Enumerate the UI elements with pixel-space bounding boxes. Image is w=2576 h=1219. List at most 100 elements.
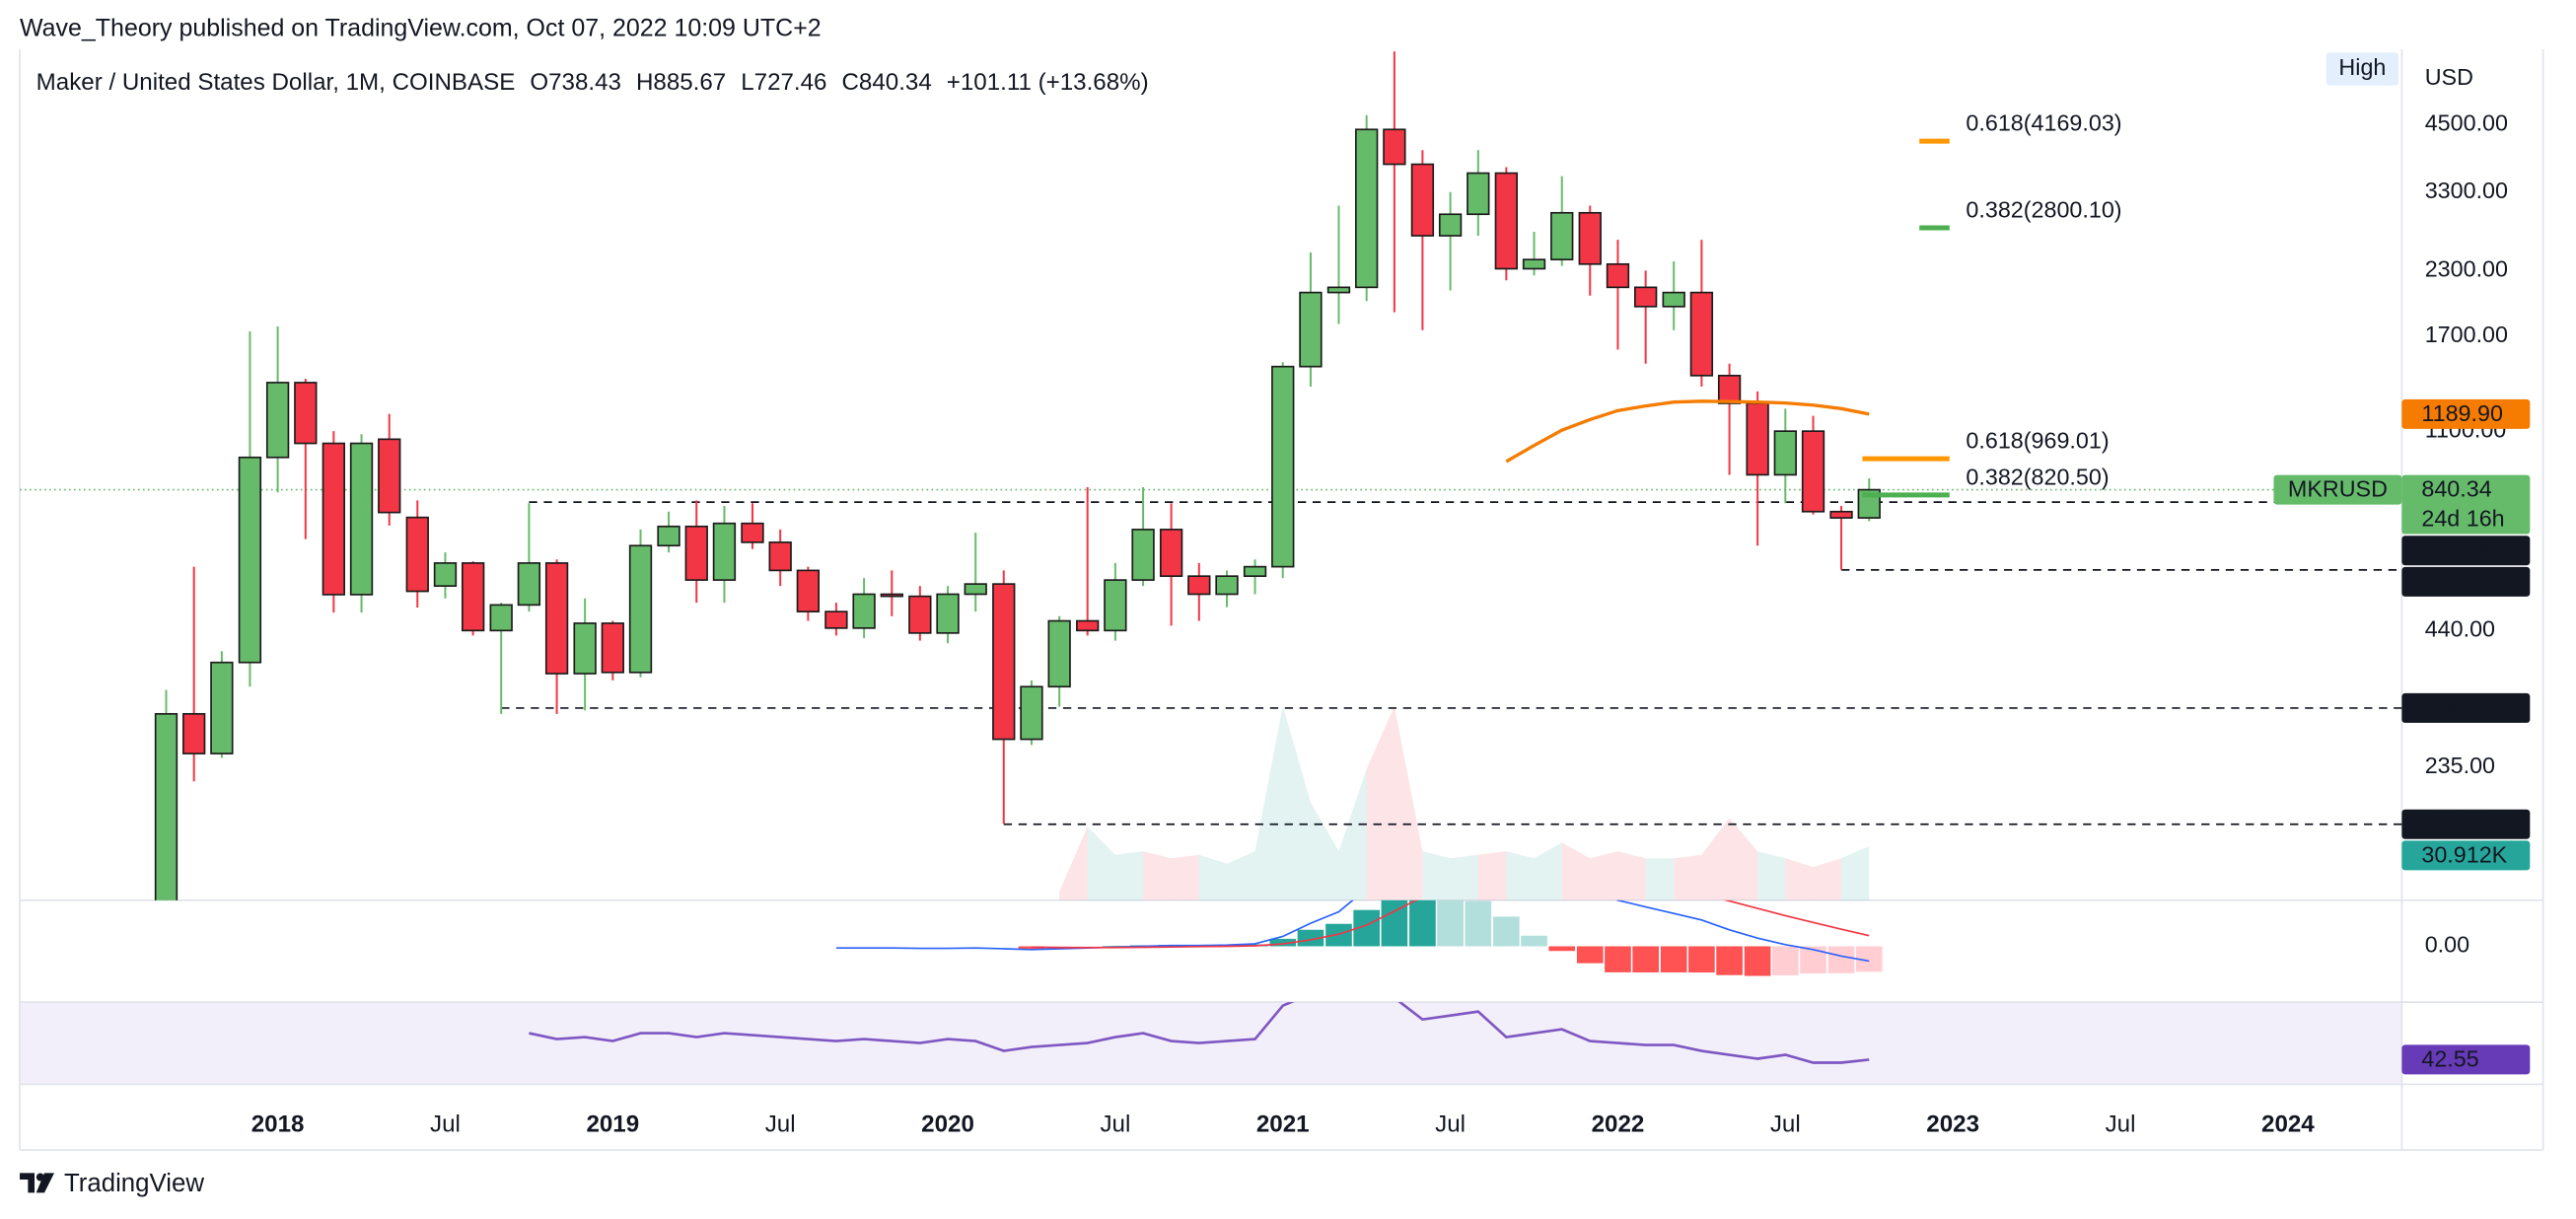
ema-line: [1505, 399, 1870, 464]
price-badge-label: 30.912K: [2421, 841, 2507, 867]
ohlc-open: O738.43: [530, 69, 621, 96]
candle-body: [1522, 258, 1546, 270]
footer-logo: [20, 1173, 55, 1193]
y-tick-label: 440.00: [2425, 616, 2495, 642]
price-badge-label: 24d 16h: [2421, 506, 2504, 532]
candle-body: [238, 456, 262, 664]
macd-histogram: [1521, 935, 1547, 947]
macd-histogram: [1576, 946, 1604, 964]
ohlc-low: L727.46: [741, 69, 826, 96]
macd-histogram: [1716, 946, 1743, 975]
macd-histogram: [1827, 946, 1855, 973]
macd-histogram: [1605, 946, 1631, 972]
volume-area: [1701, 818, 1730, 900]
fib-label: 0.618(4169.03): [1966, 110, 2121, 136]
x-tick-label: Jul: [765, 1111, 796, 1137]
y-tick-label: 2300.00: [2425, 256, 2508, 282]
candle-body: [1076, 619, 1100, 632]
price-badge: [2401, 398, 2531, 429]
volume-area: [1841, 845, 1870, 900]
candle-body: [1047, 619, 1071, 688]
macd-histogram: [1325, 923, 1352, 947]
candle-body: [1633, 286, 1658, 308]
price-badge: [2401, 566, 2531, 597]
volume-area: [1785, 858, 1814, 900]
candle-body: [824, 610, 848, 629]
candle-body: [405, 516, 429, 593]
macd-tick-label: 0.00: [2425, 932, 2469, 958]
volume-area: [1813, 858, 1842, 900]
rsi-line: [529, 1002, 1870, 1064]
candle-body: [1104, 579, 1127, 632]
candle-body: [1355, 128, 1379, 289]
price-badge-label: 581.37: [2421, 568, 2491, 594]
volume-area: [1561, 842, 1591, 900]
candle-body: [1326, 286, 1351, 294]
candle-body: [1578, 211, 1602, 265]
candle-body: [544, 562, 569, 675]
candle-body: [628, 544, 653, 674]
symbol-badge: [2273, 474, 2402, 505]
candle-body: [1829, 510, 1853, 519]
candle-body: [768, 541, 792, 572]
volume-area: [1590, 851, 1618, 900]
candle-body: [1746, 402, 1769, 476]
candle-body: [1383, 128, 1406, 166]
scale-button[interactable]: [2326, 52, 2399, 86]
price-badge-label: 1189.90: [2421, 400, 2503, 426]
volume-area: [1506, 851, 1535, 900]
volume-area: [1143, 851, 1172, 900]
macd-histogram: [1632, 946, 1659, 972]
candle-body: [1187, 575, 1211, 596]
macd-histogram: [1688, 946, 1715, 973]
candle-body: [992, 583, 1016, 741]
fib-label: 0.382(2800.10): [1966, 196, 2121, 222]
candle-body: [349, 442, 374, 596]
volume-area: [1422, 851, 1451, 900]
x-tick-label: 2019: [586, 1111, 639, 1137]
macd-histogram: [1548, 946, 1576, 952]
volume-area: [1645, 858, 1675, 900]
volume-area: [1114, 851, 1144, 900]
candle-body: [517, 562, 541, 607]
candle-body: [1550, 211, 1574, 261]
x-tick-label: Jul: [1100, 1111, 1130, 1137]
scale-button-label[interactable]: High: [2338, 54, 2386, 80]
candle-body: [265, 382, 290, 459]
macd-histogram: [1409, 899, 1436, 947]
macd-histogram: [1744, 946, 1771, 976]
candle-body: [908, 595, 932, 634]
macd-histogram: [1437, 899, 1464, 947]
volume-area: [1366, 705, 1395, 900]
x-tick-label: 2020: [921, 1111, 974, 1137]
candle-body: [433, 562, 458, 587]
ohlc-close: C840.34: [841, 69, 931, 96]
candle-body: [1606, 262, 1630, 289]
fib-label: 0.618(969.01): [1966, 428, 2109, 454]
candle-body: [712, 522, 737, 581]
macd-histogram: [1660, 946, 1687, 972]
logo-mark: [36, 1173, 55, 1193]
candle-body: [1801, 430, 1825, 513]
publisher: Wave_Theory published on TradingView.com…: [20, 15, 822, 42]
x-tick-label: 2024: [2261, 1111, 2315, 1137]
candle-body: [1494, 172, 1518, 270]
macd-histogram: [1297, 929, 1324, 947]
macd-histogram: [1493, 916, 1520, 947]
legend: Maker / United States Dollar, 1M, COINBA…: [36, 69, 1149, 96]
candle-body: [601, 622, 624, 674]
macd-histogram: [1269, 938, 1297, 947]
candle-body: [852, 593, 876, 629]
candle-body: [1159, 529, 1183, 578]
y-tick-label: 4500.00: [2425, 109, 2508, 135]
candle-body: [1717, 374, 1742, 404]
volume-area: [1338, 768, 1367, 900]
price-badge: [2401, 1044, 2531, 1075]
volume-area: [1394, 705, 1423, 900]
macd-line: [835, 899, 1870, 963]
x-tick-label: 2022: [1592, 1111, 1645, 1137]
candle-body: [1215, 575, 1239, 596]
candle-body: [1689, 291, 1714, 377]
